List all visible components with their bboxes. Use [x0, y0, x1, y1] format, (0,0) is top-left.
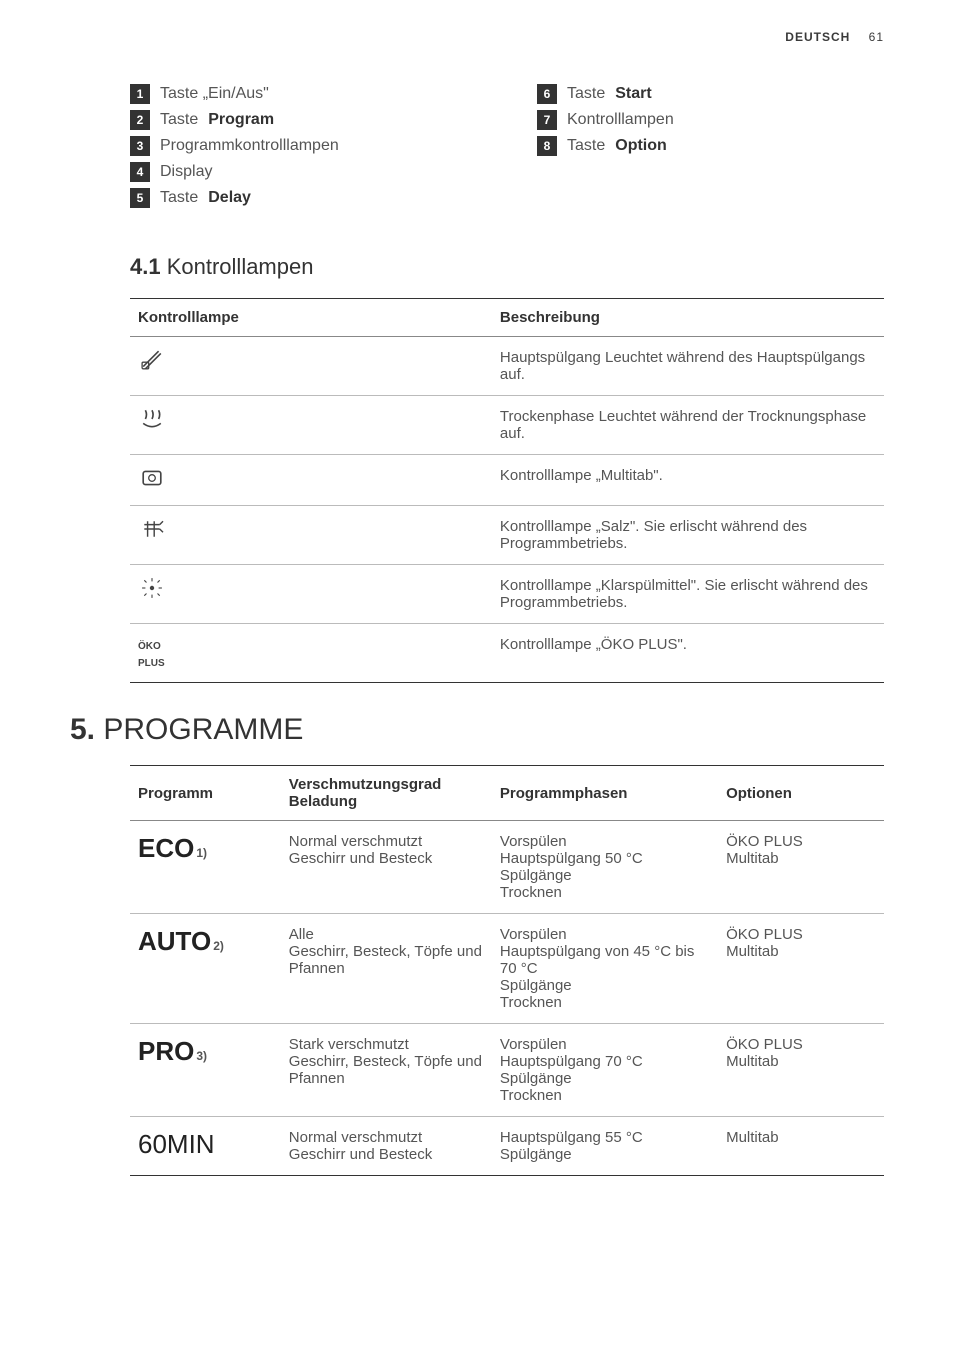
table-row: Kontrolllampe „Salz". Sie erlischt währe…: [130, 506, 884, 565]
table-row: Trockenphase Leuchtet während der Trock­…: [130, 396, 884, 455]
soil-cell: AlleGeschirr, Besteck, Töpfe und Pfannen: [281, 914, 492, 1024]
header-page: 61: [869, 30, 884, 44]
t2-head-phase: Programmphasen: [492, 766, 718, 821]
legend-number-box: 1: [130, 84, 150, 104]
legend-number-box: 8: [537, 136, 557, 156]
lamp-icon-cell: [130, 506, 492, 565]
lamp-desc-cell: Kontrolllampe „Salz". Sie erlischt währe…: [492, 506, 884, 565]
programmes-table: Programm Verschmutzungsgrad Beladung Pro…: [130, 765, 884, 1176]
legend-text: Display: [160, 163, 212, 181]
lamp-icon-cell: [130, 565, 492, 624]
lamp-desc-cell: Kontrolllampe „ÖKO PLUS".: [492, 624, 884, 683]
legend-number-box: 6: [537, 84, 557, 104]
lamp-desc-cell: Trockenphase Leuchtet während der Trock­…: [492, 396, 884, 455]
header-language: DEUTSCH: [785, 30, 850, 44]
legend-text: Kontrolllampen: [567, 111, 674, 129]
programme-footnote: 1): [196, 846, 207, 860]
steam-icon: [138, 408, 166, 430]
legend-item: 5 Taste Delay: [130, 188, 477, 208]
lamp-icon-cell: [130, 337, 492, 396]
programme-name-cell: AUTO2): [130, 914, 281, 1024]
programme-name: PRO: [138, 1036, 194, 1067]
programme-name-cell: 60MIN: [130, 1117, 281, 1176]
legend-left: 1 Taste „Ein/Aus" 2 Taste Program 3 Programmk…: [130, 84, 477, 214]
t2-head-opt: Optionen: [718, 766, 884, 821]
section5-title: PROGRAMME: [103, 713, 303, 746]
legend-bold: Program: [208, 111, 274, 129]
phase-cell: Hauptspülgang 55 °CSpülgänge: [492, 1117, 718, 1176]
programme-name-cell: ECO1): [130, 821, 281, 914]
phase-cell: VorspülenHauptspülgang 50 °CSpülgängeTro…: [492, 821, 718, 914]
programme-name: AUTO: [138, 926, 211, 957]
legend-bold: Delay: [208, 189, 251, 207]
options-cell: ÖKO PLUSMultitab: [718, 1024, 884, 1117]
table-row: AUTO2)AlleGeschirr, Besteck, Töpfe und P…: [130, 914, 884, 1024]
programme-footnote: 3): [196, 1049, 207, 1063]
legend-text: Taste: [567, 85, 605, 103]
table-row: ECO1)Normal verschmutztGeschirr und Best…: [130, 821, 884, 914]
t1-head-lamp: Kontrolllampe: [130, 299, 492, 337]
table-row: Hauptspülgang Leuchtet während des Haupt…: [130, 337, 884, 396]
page-header: DEUTSCH 61: [70, 30, 884, 44]
table-row: PRO3)Stark verschmutztGeschirr, Besteck,…: [130, 1024, 884, 1117]
legend-columns: 1 Taste „Ein/Aus" 2 Taste Program 3 Programmk…: [130, 84, 884, 214]
legend-number-box: 7: [537, 110, 557, 130]
legend-item: 1 Taste „Ein/Aus": [130, 84, 477, 104]
legend-item: 2 Taste Program: [130, 110, 477, 130]
programme-name: 60MIN: [138, 1129, 215, 1160]
legend-text: Programmkontrolllampen: [160, 137, 339, 155]
section-5-heading: 5. PROGRAMME: [70, 713, 884, 747]
legend-item: 3 Programmkontrolllampen: [130, 136, 477, 156]
t1-head-desc: Beschreibung: [492, 299, 884, 337]
legend-text: Taste „Ein/Aus": [160, 85, 269, 103]
legend-text: Taste: [567, 137, 605, 155]
legend-item: 7 Kontrolllampen: [537, 110, 884, 130]
soil-cell: Stark verschmutztGeschirr, Besteck, Töpf…: [281, 1024, 492, 1117]
legend-item: 8 Taste Option: [537, 136, 884, 156]
t2-head-prog: Programm: [130, 766, 281, 821]
options-cell: ÖKO PLUSMultitab: [718, 914, 884, 1024]
programme-name-cell: PRO3): [130, 1024, 281, 1117]
indicator-lamps-table: Kontrolllampe Beschreibung Hauptspülgang…: [130, 298, 884, 683]
lamp-desc-cell: Kontrolllampe „Multitab".: [492, 455, 884, 506]
soil-cell: Normal verschmutztGeschirr und Besteck: [281, 821, 492, 914]
legend-bold: Option: [615, 137, 667, 155]
rinse-icon: [138, 577, 166, 599]
legend-bold: Start: [615, 85, 651, 103]
legend-item: 6 Taste Start: [537, 84, 884, 104]
legend-item: 4 Display: [130, 162, 477, 182]
legend-right: 6 Taste Start 7 Kontrolllampen 8 Taste Option: [537, 84, 884, 214]
tabs-icon: [138, 467, 166, 489]
legend-text: Taste: [160, 111, 198, 129]
programme-name: ECO: [138, 833, 194, 864]
options-cell: ÖKO PLUSMultitab: [718, 821, 884, 914]
table-row: 60MIN Normal verschmutztGeschirr und Best…: [130, 1117, 884, 1176]
lamp-icon-cell: [130, 455, 492, 506]
table-row: ÖKOPLUS Kontrolllampe „ÖKO PLUS".: [130, 624, 884, 683]
oko-plus-icon: ÖKOPLUS: [138, 641, 165, 669]
section-title: Kontrolllampen: [167, 254, 314, 279]
legend-number-box: 3: [130, 136, 150, 156]
lamp-desc-cell: Hauptspülgang Leuchtet während des Haupt…: [492, 337, 884, 396]
legend-number-box: 5: [130, 188, 150, 208]
lamp-desc-cell: Kontrolllampe „Klarspülmittel". Sie erli…: [492, 565, 884, 624]
programme-footnote: 2): [213, 939, 224, 953]
lamp-icon-cell: [130, 396, 492, 455]
section-4-1-heading: 4.1 Kontrolllampen: [130, 254, 884, 280]
section-number: 4.1: [130, 254, 161, 279]
legend-text: Taste: [160, 189, 198, 207]
soil-cell: Normal verschmutztGeschirr und Besteck: [281, 1117, 492, 1176]
table-row: Kontrolllampe „Multitab".: [130, 455, 884, 506]
phase-cell: VorspülenHauptspülgang von 45 °C bis 70 …: [492, 914, 718, 1024]
lamp-icon-cell: ÖKOPLUS: [130, 624, 492, 683]
table-row: Kontrolllampe „Klarspülmittel". Sie erli…: [130, 565, 884, 624]
phase-cell: VorspülenHauptspülgang 70 °CSpülgängeTro…: [492, 1024, 718, 1117]
brush-icon: [138, 349, 166, 371]
salt-icon: [138, 518, 166, 540]
legend-number-box: 4: [130, 162, 150, 182]
options-cell: Multitab: [718, 1117, 884, 1176]
t2-head-soil: Verschmutzungsgrad Beladung: [281, 766, 492, 821]
legend-number-box: 2: [130, 110, 150, 130]
section5-number: 5.: [70, 713, 95, 746]
